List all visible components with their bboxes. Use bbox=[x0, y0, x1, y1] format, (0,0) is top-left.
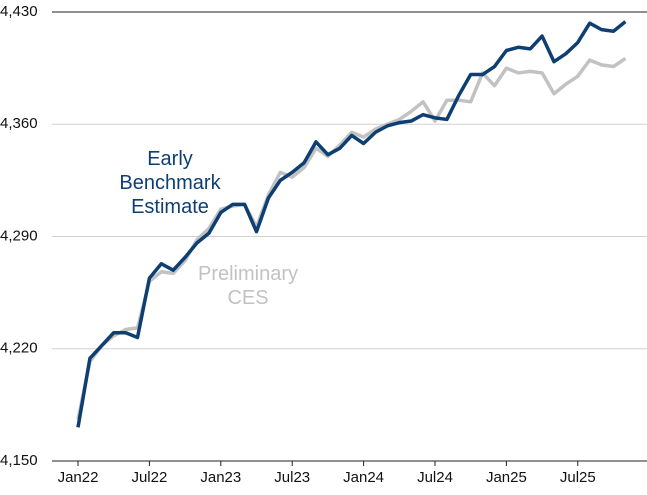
x-tick-label: Jan24 bbox=[343, 469, 384, 486]
series-label: Early Benchmark Estimate bbox=[119, 148, 221, 218]
y-tick-label: 4,150 bbox=[0, 452, 38, 469]
x-tick-label: Jul22 bbox=[131, 469, 167, 486]
x-tick-label: Jul24 bbox=[417, 469, 453, 486]
y-tick-label: 4,360 bbox=[0, 115, 38, 132]
y-tick-label: 4,430 bbox=[0, 3, 38, 20]
series-line bbox=[76, 20, 627, 428]
x-tick-label: Jul25 bbox=[560, 469, 596, 486]
y-tick-label: 4,220 bbox=[0, 340, 38, 357]
x-tick-label: Jan23 bbox=[200, 469, 241, 486]
x-tick-label: Jan22 bbox=[58, 469, 99, 486]
y-tick-label: 4,290 bbox=[0, 227, 38, 244]
x-tick-label: Jan25 bbox=[486, 469, 527, 486]
series-line bbox=[76, 57, 627, 420]
x-tick-label: Jul23 bbox=[274, 469, 310, 486]
series-label: Preliminary CES bbox=[198, 263, 298, 309]
